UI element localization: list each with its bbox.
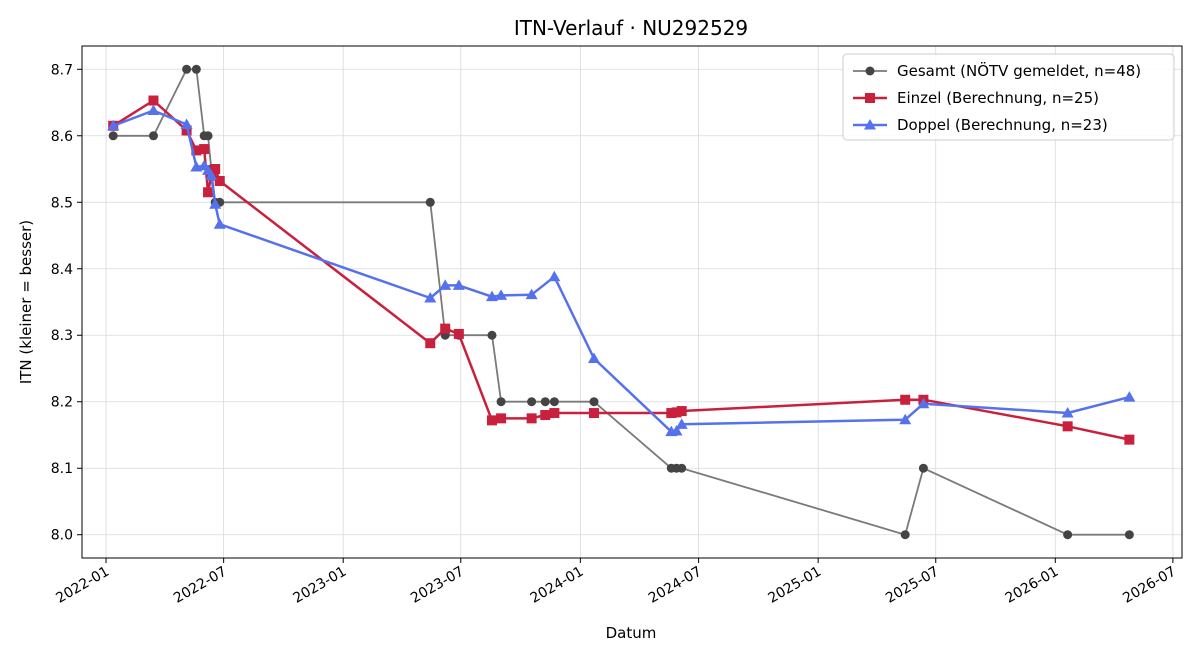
data-point-einzel (496, 413, 507, 424)
chart-title: ITN-Verlauf · NU292529 (514, 16, 748, 40)
y-tick-label: 8.1 (51, 461, 73, 477)
legend-entry-einzel: Einzel (Berechnung, n=25) (853, 89, 1099, 107)
data-point-doppel (1061, 407, 1074, 418)
data-point-doppel (917, 397, 930, 409)
data-point-einzel (526, 413, 537, 424)
plot-frame (81, 45, 1183, 559)
series-layer (107, 64, 1136, 540)
data-point-gesamt (549, 397, 559, 407)
data-point-doppel (525, 288, 538, 300)
data-point-einzel (1124, 434, 1135, 445)
data-point-doppel (213, 218, 226, 229)
data-point-einzel (425, 338, 436, 349)
y-tick-label: 8.3 (51, 328, 73, 344)
series-doppel (107, 104, 1136, 437)
data-point-gesamt (487, 330, 497, 340)
data-point-doppel (439, 279, 452, 290)
data-point-gesamt (191, 64, 201, 74)
data-point-einzel (203, 187, 214, 198)
data-point-doppel (899, 413, 912, 425)
data-point-doppel (209, 198, 222, 209)
data-point-gesamt (540, 397, 550, 407)
data-point-einzel (671, 407, 682, 418)
data-point-doppel (587, 352, 600, 364)
y-tick-label: 8.4 (51, 262, 73, 278)
data-point-doppel (424, 292, 437, 303)
y-tick-label: 8.2 (51, 395, 73, 411)
legend-entry-gesamt: Gesamt (NÖTV gemeldet, n=48) (853, 61, 1141, 80)
data-point-gesamt (425, 197, 435, 207)
data-point-einzel (453, 328, 464, 339)
y-axis-title: ITN (kleiner = besser) (17, 220, 35, 384)
data-point-doppel (452, 279, 465, 290)
y-tick-label: 8.6 (51, 129, 73, 145)
data-point-doppel (1123, 391, 1136, 402)
data-point-einzel (900, 394, 911, 405)
legend-marker (864, 119, 876, 130)
data-point-doppel (495, 289, 508, 300)
data-point-einzel (210, 164, 221, 175)
series-gesamt (108, 64, 1134, 540)
data-point-einzel (486, 415, 497, 426)
data-point-doppel (485, 290, 498, 302)
data-point-gesamt (1063, 530, 1073, 540)
data-point-gesamt (918, 463, 928, 473)
data-point-einzel (540, 410, 551, 421)
data-point-gesamt (1124, 530, 1134, 540)
data-point-einzel (666, 408, 677, 419)
data-point-doppel (548, 270, 561, 282)
data-point-doppel (107, 119, 120, 131)
legend-entry-doppel: Doppel (Berechnung, n=23) (853, 116, 1108, 134)
data-point-gesamt (900, 530, 910, 540)
legend-label: Gesamt (NÖTV gemeldet, n=48) (897, 61, 1141, 80)
data-point-doppel (670, 424, 683, 436)
data-point-gesamt (148, 131, 158, 141)
data-point-einzel (676, 406, 687, 417)
x-axis-title: Datum (606, 624, 657, 642)
legend-marker (865, 66, 875, 76)
legend-marker (865, 93, 875, 103)
data-point-gesamt (496, 397, 506, 407)
data-point-gesamt (677, 463, 687, 473)
legend: Gesamt (NÖTV gemeldet, n=48) Einzel (Bere… (842, 53, 1175, 141)
data-point-einzel (199, 144, 210, 155)
data-point-einzel (440, 323, 451, 334)
data-point-gesamt (108, 131, 118, 141)
data-point-einzel (214, 175, 225, 186)
data-point-gesamt (182, 64, 192, 74)
data-point-einzel (181, 125, 192, 136)
data-point-gesamt (203, 131, 213, 141)
data-point-einzel (1062, 421, 1073, 432)
y-tick-label: 8.5 (51, 195, 73, 211)
y-tick-label: 8.7 (51, 62, 73, 78)
data-point-gesamt (527, 397, 537, 407)
data-point-einzel (588, 408, 599, 419)
data-point-einzel (549, 408, 560, 419)
data-point-doppel (675, 418, 688, 429)
data-point-einzel (191, 145, 202, 156)
legend-box (842, 53, 1175, 141)
data-point-doppel (180, 118, 193, 129)
data-point-einzel (148, 95, 159, 106)
legend-label: Doppel (Berechnung, n=23) (897, 116, 1108, 134)
legend-label: Einzel (Berechnung, n=25) (897, 89, 1099, 107)
data-point-doppel (147, 104, 160, 115)
y-tick-label: 8.0 (51, 528, 73, 544)
data-point-doppel (205, 169, 218, 181)
data-point-gesamt (589, 397, 599, 407)
